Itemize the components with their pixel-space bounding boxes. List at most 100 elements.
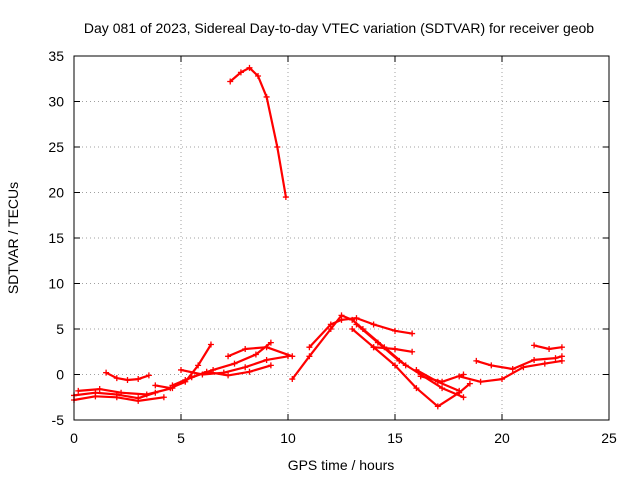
data-point: [252, 351, 259, 358]
data-point: [477, 378, 484, 385]
data-point: [255, 73, 262, 80]
series-arc-5: [152, 341, 214, 392]
data-point: [353, 315, 360, 322]
data-point: [552, 355, 559, 362]
data-point: [558, 353, 565, 360]
data-point: [103, 369, 110, 376]
series-arc-11: [306, 315, 416, 351]
x-tick-label: 15: [387, 430, 403, 446]
data-point: [182, 376, 189, 383]
data-point: [169, 382, 176, 389]
data-point: [499, 376, 505, 383]
data-point: [413, 366, 420, 373]
grid: [74, 56, 609, 420]
data-point: [509, 366, 516, 373]
series-arc-9: [225, 344, 296, 360]
data-point: [413, 385, 420, 392]
x-tick-label: 20: [494, 430, 510, 446]
x-tick-label: 10: [280, 430, 296, 446]
data-point: [439, 378, 446, 385]
series-arc-13: [353, 321, 467, 401]
series-line: [355, 323, 465, 399]
data-point: [531, 356, 538, 363]
series-arc-8: [182, 362, 274, 383]
data-point: [225, 372, 232, 379]
plot-area: [71, 64, 565, 410]
data-point: [267, 362, 274, 369]
y-tick-label: 30: [48, 94, 64, 110]
data-point: [473, 357, 480, 364]
data-point: [96, 386, 103, 393]
data-point: [145, 372, 152, 379]
data-point: [135, 397, 142, 404]
data-point: [439, 385, 446, 392]
data-point: [124, 376, 131, 383]
series-arc-19: [531, 342, 565, 353]
data-point: [370, 344, 377, 351]
series-line: [308, 317, 414, 349]
data-point: [178, 366, 184, 373]
data-point: [263, 344, 270, 351]
data-point: [531, 342, 538, 349]
y-tick-label: 20: [48, 185, 64, 201]
data-point: [225, 353, 232, 360]
data-point: [289, 376, 296, 383]
data-point: [274, 144, 281, 150]
data-point: [460, 394, 467, 401]
chart-title: Day 081 of 2023, Sidereal Day-to-day VTE…: [84, 20, 594, 36]
data-point: [374, 339, 381, 346]
data-point: [263, 356, 270, 363]
series-arc-14: [370, 344, 416, 355]
data-point: [409, 348, 416, 355]
data-point: [327, 321, 334, 328]
data-point: [466, 380, 473, 387]
data-point: [392, 362, 398, 369]
data-point: [306, 353, 313, 360]
data-point: [396, 357, 403, 364]
data-point: [118, 389, 125, 396]
series-line: [227, 346, 294, 358]
data-point: [203, 368, 210, 375]
data-point: [417, 373, 424, 380]
series-arc-3: [75, 385, 176, 398]
y-tick-label: 25: [48, 139, 64, 155]
data-point: [267, 339, 274, 346]
data-point: [143, 391, 150, 398]
data-point: [246, 64, 253, 71]
y-tick-label: 35: [48, 48, 64, 64]
x-tick-label: 0: [70, 430, 78, 446]
data-point: [263, 93, 270, 100]
data-point: [558, 344, 565, 351]
y-tick-label: 15: [48, 230, 64, 246]
data-point: [282, 194, 289, 201]
data-point: [231, 360, 238, 367]
data-point: [237, 69, 244, 76]
tick-labels: 0 5 10 15 20 25 -5 0 5 10 15 20 25 30 35: [48, 48, 617, 446]
x-tick-label: 5: [177, 430, 185, 446]
data-point: [456, 373, 463, 380]
data-point: [246, 368, 253, 375]
series-arc-4: [103, 369, 152, 383]
data-point: [338, 316, 345, 323]
data-point: [434, 403, 441, 410]
y-tick-label: 0: [56, 367, 64, 383]
data-point: [541, 360, 548, 367]
y-axis-label: SDTVAR / TECUs: [5, 182, 21, 294]
data-point: [227, 78, 234, 85]
data-point: [113, 375, 120, 382]
data-point: [546, 346, 553, 353]
data-point: [392, 327, 398, 334]
data-point: [207, 341, 214, 348]
data-point: [135, 376, 142, 383]
series-arc-17: [456, 357, 565, 385]
x-axis-label: GPS time / hours: [288, 457, 395, 473]
x-tick-label: 25: [601, 430, 617, 446]
plot-frame: [73, 55, 610, 421]
data-point: [75, 387, 82, 394]
data-point: [370, 321, 377, 328]
data-point: [242, 364, 249, 371]
data-point: [113, 394, 120, 401]
data-point: [92, 393, 99, 400]
data-point: [242, 346, 249, 353]
data-point: [152, 382, 159, 389]
